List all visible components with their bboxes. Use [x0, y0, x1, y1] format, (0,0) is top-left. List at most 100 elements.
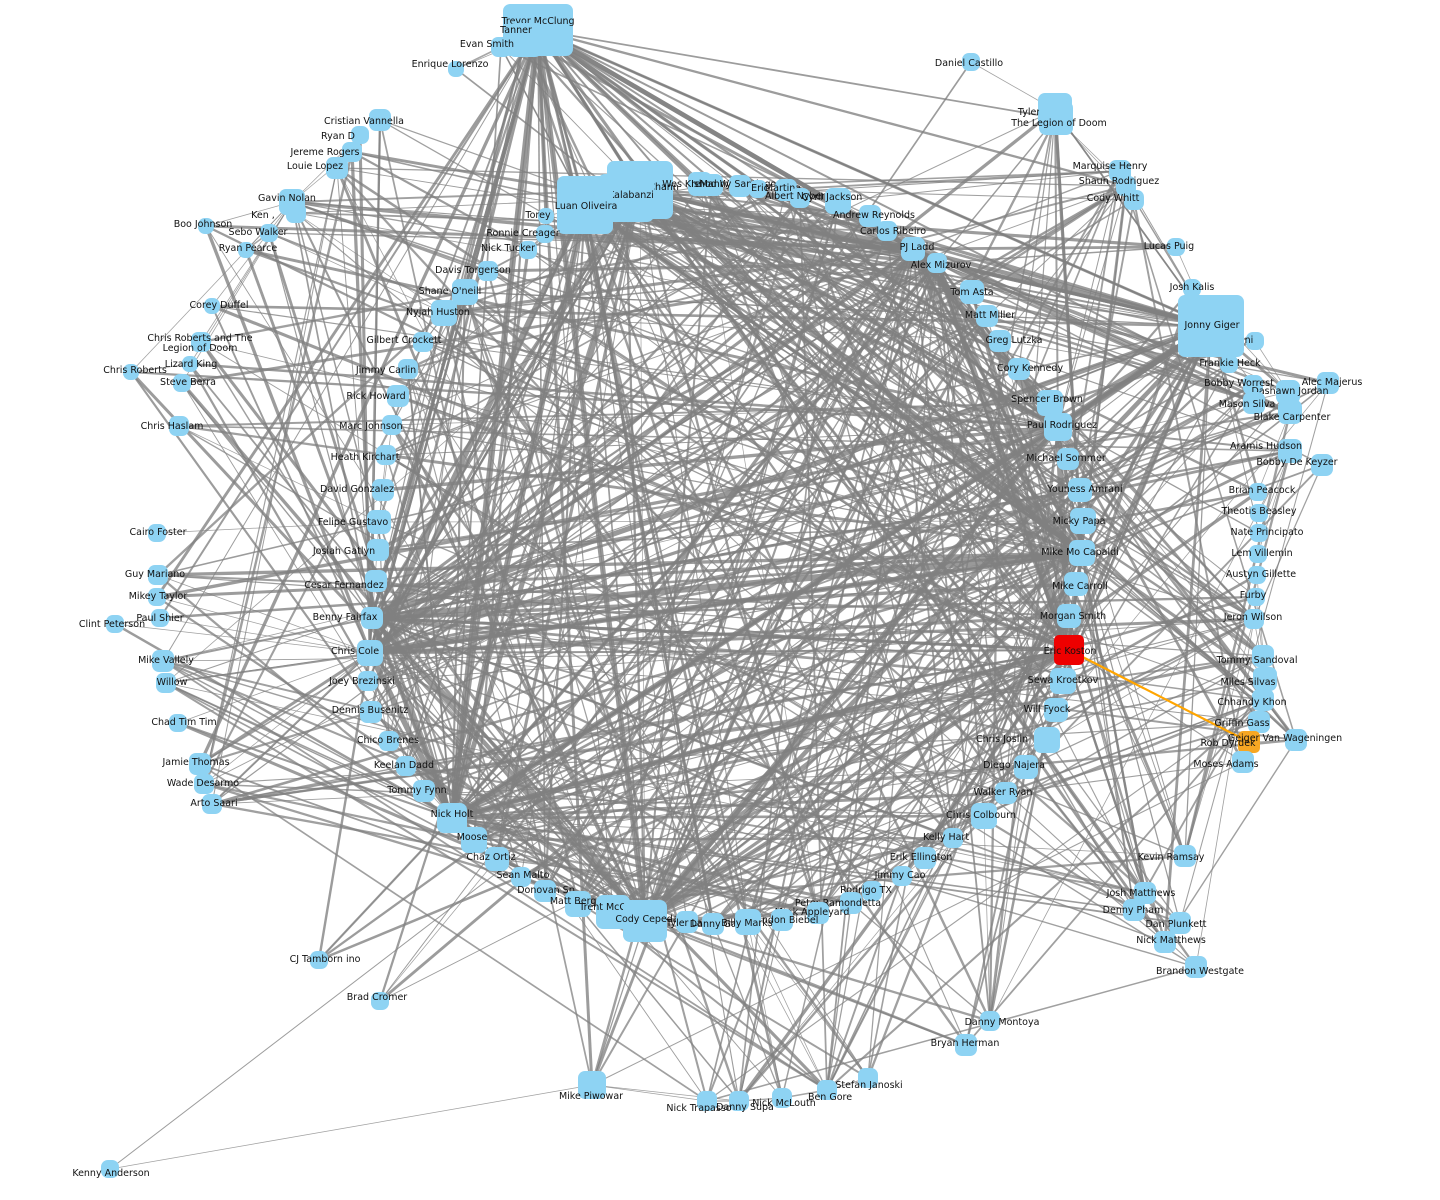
- graph-node[interactable]: [943, 828, 963, 848]
- graph-node[interactable]: [729, 1091, 749, 1111]
- graph-node[interactable]: [448, 61, 464, 77]
- graph-node[interactable]: [379, 731, 399, 751]
- graph-node[interactable]: [976, 305, 998, 327]
- graph-node[interactable]: [960, 280, 984, 304]
- graph-node[interactable]: [858, 1068, 878, 1088]
- graph-node[interactable]: [437, 803, 467, 833]
- graph-node[interactable]: [817, 1080, 837, 1100]
- graph-node[interactable]: [1278, 400, 1302, 424]
- graph-node[interactable]: [310, 951, 328, 969]
- graph-node[interactable]: [1050, 668, 1076, 694]
- graph-node[interactable]: [1244, 609, 1264, 629]
- graph-node[interactable]: [1183, 279, 1201, 297]
- graph-node[interactable]: [365, 570, 387, 592]
- graph-node[interactable]: [702, 913, 724, 935]
- graph-node[interactable]: [1068, 478, 1092, 502]
- graph-node[interactable]: [148, 524, 166, 542]
- graph-node[interactable]: [1252, 689, 1274, 711]
- graph-node[interactable]: [1185, 956, 1207, 978]
- graph-node[interactable]: [169, 714, 187, 732]
- graph-node[interactable]: [367, 510, 391, 534]
- graph-node[interactable]: [202, 794, 222, 814]
- graph-node[interactable]: [106, 615, 124, 633]
- graph-node[interactable]: [367, 539, 389, 561]
- graph-node[interactable]: [511, 867, 531, 887]
- graph-node[interactable]: [534, 880, 556, 902]
- graph-node[interactable]: [995, 782, 1017, 804]
- graph-node[interactable]: [485, 847, 509, 871]
- graph-node[interactable]: [989, 330, 1011, 352]
- graph-node[interactable]: [538, 208, 554, 224]
- graph-node[interactable]: [351, 126, 369, 144]
- graph-node[interactable]: [123, 364, 139, 380]
- graph-node[interactable]: [1278, 439, 1302, 463]
- graph-node[interactable]: [372, 479, 394, 501]
- graph-node[interactable]: [1249, 483, 1267, 501]
- graph-node[interactable]: [491, 37, 511, 57]
- graph-node[interactable]: [431, 300, 457, 326]
- graph-node[interactable]: [148, 565, 168, 585]
- graph-node[interactable]: [189, 753, 211, 775]
- graph-node[interactable]: [790, 188, 810, 208]
- graph-node[interactable]: [840, 892, 862, 914]
- graph-node[interactable]: [1037, 390, 1063, 416]
- graph-node[interactable]: [749, 180, 767, 198]
- graph-node[interactable]: [1169, 912, 1191, 934]
- graph-node[interactable]: [413, 780, 435, 802]
- graph-node[interactable]: [1054, 635, 1084, 665]
- graph-node[interactable]: [371, 992, 389, 1010]
- graph-node[interactable]: [578, 1071, 606, 1099]
- graph-node[interactable]: [771, 909, 793, 931]
- graph-node[interactable]: [369, 109, 391, 131]
- graph-node[interactable]: [1034, 727, 1060, 753]
- graph-node[interactable]: [182, 356, 198, 372]
- graph-node[interactable]: [901, 237, 925, 261]
- graph-node[interactable]: [536, 225, 554, 243]
- graph-node[interactable]: [148, 588, 166, 606]
- graph-node[interactable]: [1243, 392, 1265, 414]
- graph-node[interactable]: [1220, 355, 1238, 373]
- graph-node[interactable]: [358, 671, 378, 691]
- graph-node[interactable]: [173, 374, 191, 392]
- graph-node[interactable]: [1250, 524, 1268, 542]
- graph-node[interactable]: [772, 1088, 792, 1108]
- graph-node[interactable]: [962, 53, 980, 71]
- graph-node[interactable]: [382, 415, 402, 435]
- graph-node[interactable]: [1057, 604, 1081, 628]
- graph-node[interactable]: [859, 205, 881, 227]
- graph-node[interactable]: [1311, 454, 1333, 476]
- graph-node[interactable]: [1250, 504, 1268, 522]
- graph-node[interactable]: [971, 803, 997, 829]
- graph-node[interactable]: [1317, 372, 1339, 394]
- graph-node[interactable]: [1238, 731, 1260, 753]
- graph-node[interactable]: [194, 774, 214, 794]
- graph-node[interactable]: [877, 221, 897, 241]
- graph-node[interactable]: [980, 1011, 1000, 1031]
- graph-node[interactable]: [452, 279, 478, 305]
- graph-node[interactable]: [461, 827, 487, 853]
- graph-node[interactable]: [807, 902, 829, 924]
- graph-node[interactable]: [519, 241, 537, 259]
- graph-node[interactable]: [623, 900, 667, 942]
- graph-node[interactable]: [398, 359, 418, 379]
- graph-node[interactable]: [1167, 238, 1185, 256]
- graph-node[interactable]: [825, 188, 851, 214]
- graph-node[interactable]: [238, 242, 254, 258]
- graph-node[interactable]: [1134, 882, 1156, 904]
- graph-node[interactable]: [1232, 751, 1254, 773]
- graph-node[interactable]: [1285, 729, 1307, 751]
- graph-node[interactable]: [1064, 572, 1088, 596]
- graph-node[interactable]: [676, 911, 698, 933]
- graph-node[interactable]: [260, 224, 278, 242]
- graph-node[interactable]: [1247, 588, 1265, 606]
- graph-node[interactable]: [387, 385, 409, 407]
- graph-node[interactable]: [360, 701, 382, 723]
- graph-node[interactable]: [198, 218, 214, 234]
- graph-node[interactable]: [1123, 899, 1145, 921]
- graph-node[interactable]: [1057, 448, 1079, 470]
- graph-node[interactable]: [1044, 698, 1068, 722]
- graph-node[interactable]: [1070, 508, 1096, 534]
- graph-node[interactable]: [1044, 413, 1072, 441]
- graph-node[interactable]: [927, 253, 947, 273]
